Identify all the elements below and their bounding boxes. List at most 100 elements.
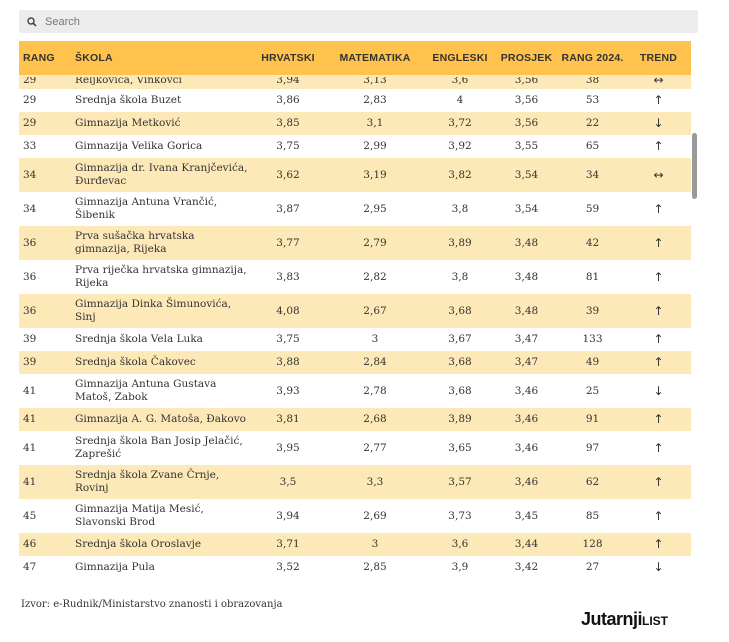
source-note: Izvor: e-Rudnik/Ministarstvo znanosti i … <box>21 599 283 610</box>
cell-trend: ↑ <box>626 89 691 112</box>
cell-hrvatski: 3,81 <box>252 408 324 431</box>
cell-engleski: 3,6 <box>426 533 494 556</box>
cell-rang2024: 34 <box>559 158 626 192</box>
cell-matematika: 3,3 <box>324 465 426 499</box>
cell-prosjek: 3,45 <box>494 499 559 533</box>
cell-rang: 41 <box>19 374 71 408</box>
table-row: 41 Gimnazija A. G. Matoša, Đakovo 3,81 2,68… <box>19 408 691 431</box>
table-row: 39 Srednja škola Vela Luka 3,75 3 3,67 3,47 13… <box>19 328 691 351</box>
table-row: 36 Prva riječka hrvatska gimnazija, Rijek… <box>19 260 691 294</box>
cell-prosjek: 3,46 <box>494 465 559 499</box>
cell-skola: Gimnazija Dinka Šimunovića, Sinj <box>71 294 252 328</box>
cell-prosjek: 3,48 <box>494 260 559 294</box>
cell-rang: 36 <box>19 226 71 260</box>
table-row: 29 Gimnazija Metković 3,85 3,1 3,72 3,56 22 ↓ <box>19 112 691 135</box>
cell-rang: 45 <box>19 499 71 533</box>
logo-sub-text: LIST <box>642 614 669 628</box>
cell-engleski: 3,89 <box>426 408 494 431</box>
cell-matematika: 2,69 <box>324 499 426 533</box>
cell-rang: 46 <box>19 533 71 556</box>
cell-engleski: 3,9 <box>426 556 494 579</box>
cell-matematika: 2,84 <box>324 351 426 374</box>
cell-trend: ↑ <box>626 260 691 294</box>
cell-engleski: 3,72 <box>426 112 494 135</box>
cell-matematika: 2,77 <box>324 431 426 465</box>
cell-matematika: 2,67 <box>324 294 426 328</box>
col-header-hrvatski[interactable]: HRVATSKI <box>252 41 324 75</box>
col-header-engleski[interactable]: ENGLESKI <box>426 41 494 75</box>
table-row: 29 Srednja škola Buzet 3,86 2,83 4 3,56 53 ↑ <box>19 89 691 112</box>
cell-trend: ↔ <box>653 77 664 87</box>
table-row: 41 Gimnazija Antuna Gustava Matoš, Zabok 3… <box>19 374 691 408</box>
cell-matematika: 2,83 <box>324 89 426 112</box>
cell-hrvatski: 3,71 <box>252 533 324 556</box>
cell-prosjek: 3,54 <box>494 158 559 192</box>
cell-skola: Gimnazija dr. Ivana Kranjčevića, Đurđeva… <box>71 158 252 192</box>
col-header-matematika[interactable]: MATEMATIKA <box>324 41 426 75</box>
cell-prosjek: 3,44 <box>494 533 559 556</box>
cell-hrvatski: 3,62 <box>252 158 324 192</box>
cell-rang2024: 38 <box>585 77 600 86</box>
cell-engleski: 3,68 <box>426 351 494 374</box>
cell-rang2024: 85 <box>559 499 626 533</box>
scrollbar-thumb[interactable] <box>692 133 697 199</box>
cell-skola: Gimnazija A. G. Matoša, Đakovo <box>71 408 252 431</box>
cell-hrvatski: 3,75 <box>252 328 324 351</box>
results-table: RANG ŠKOLA HRVATSKI MATEMATIKA ENGLESKI … <box>19 41 691 579</box>
cell-matematika: 2,82 <box>324 260 426 294</box>
cell-prosjek: 3,46 <box>494 374 559 408</box>
cell-rang: 41 <box>19 465 71 499</box>
cell-matematika: 3,1 <box>324 112 426 135</box>
cell-engleski: 3,73 <box>426 499 494 533</box>
cell-rang: 29 <box>19 89 71 112</box>
cell-engleski: 3,82 <box>426 158 494 192</box>
cell-matematika: 2,85 <box>324 556 426 579</box>
cell-matematika: 3 <box>324 328 426 351</box>
cell-skola: Gimnazija Pula <box>71 556 252 579</box>
cell-prosjek: 3,48 <box>494 294 559 328</box>
jutarnji-list-logo: JutarnjiLIST <box>581 609 668 630</box>
table-row: 46 Srednja škola Oroslavje 3,71 3 3,6 3,44 128… <box>19 533 691 556</box>
col-header-rang[interactable]: RANG <box>19 41 71 75</box>
cell-engleski: 3,68 <box>426 374 494 408</box>
cell-matematika: 2,79 <box>324 226 426 260</box>
cell-trend: ↑ <box>626 135 691 158</box>
cell-rang: 29 <box>23 77 37 86</box>
cell-rang: 41 <box>19 408 71 431</box>
cell-rang2024: 22 <box>559 112 626 135</box>
col-header-rang2024[interactable]: RANG 2024. <box>559 41 626 75</box>
cell-prosjek: 3,46 <box>494 431 559 465</box>
cell-hrvatski: 3,77 <box>252 226 324 260</box>
table-row: 36 Gimnazija Dinka Šimunovića, Sinj 4,08 2,… <box>19 294 691 328</box>
cell-rang2024: 62 <box>559 465 626 499</box>
col-header-skola[interactable]: ŠKOLA <box>71 41 252 75</box>
cell-skola: Srednja škola Buzet <box>71 89 252 112</box>
cell-rang2024: 27 <box>559 556 626 579</box>
results-table-container[interactable]: RANG ŠKOLA HRVATSKI MATEMATIKA ENGLESKI … <box>19 41 691 581</box>
cell-rang: 36 <box>19 260 71 294</box>
cell-engleski: 3,57 <box>426 465 494 499</box>
cell-skola: Gimnazija Velika Gorica <box>71 135 252 158</box>
cell-prosjek: 3,56 <box>494 89 559 112</box>
col-header-trend[interactable]: TREND <box>626 41 691 75</box>
cell-rang: 33 <box>19 135 71 158</box>
cell-hrvatski: 3,94 <box>276 77 300 86</box>
cell-matematika: 3,19 <box>324 158 426 192</box>
col-header-prosjek[interactable]: PROSJEK <box>494 41 559 75</box>
cell-trend: ↓ <box>626 374 691 408</box>
table-row: 45 Gimnazija Matija Mesić, Slavonski Brod… <box>19 499 691 533</box>
search-bar[interactable] <box>19 10 698 33</box>
table-header: RANG ŠKOLA HRVATSKI MATEMATIKA ENGLESKI … <box>19 41 691 75</box>
cell-rang2024: 91 <box>559 408 626 431</box>
table-row: 36 Prva sušačka hrvatska gimnazija, Rijek… <box>19 226 691 260</box>
cell-rang2024: 65 <box>559 135 626 158</box>
cell-prosjek: 3,55 <box>494 135 559 158</box>
cell-trend: ↔ <box>626 158 691 192</box>
cell-trend: ↑ <box>626 192 691 226</box>
cell-hrvatski: 3,75 <box>252 135 324 158</box>
search-input[interactable] <box>43 10 647 33</box>
logo-main-text: Jutarnji <box>581 609 643 629</box>
cell-hrvatski: 3,52 <box>252 556 324 579</box>
cell-rang2024: 59 <box>559 192 626 226</box>
cell-prosjek: 3,56 <box>514 77 539 86</box>
